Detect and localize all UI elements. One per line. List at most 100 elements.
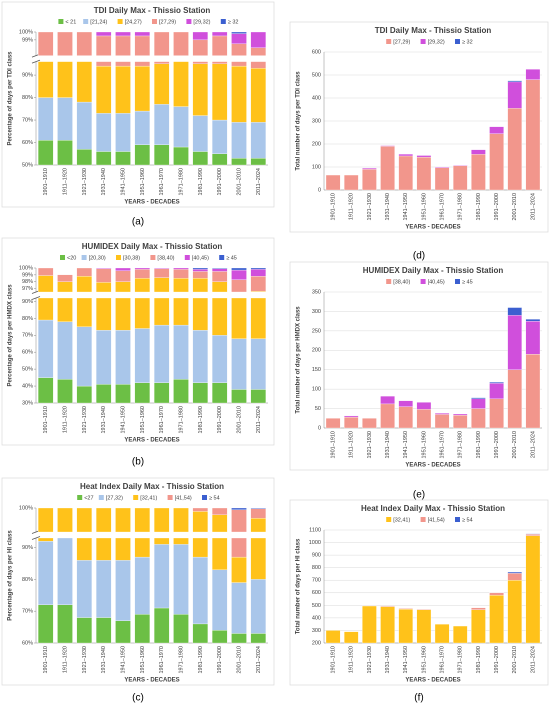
bar-segment: [250, 579, 267, 634]
bar-segment: [95, 31, 112, 37]
bar-segment: [95, 560, 112, 618]
x-tick-label: 1981–1990: [476, 193, 482, 221]
legend-label: [32,41): [393, 517, 410, 523]
bar-segment: [192, 511, 209, 533]
bar-segment: [211, 382, 228, 404]
bar-segment: [398, 406, 413, 429]
bar-segment: [507, 573, 522, 581]
bar-segment: [250, 389, 267, 404]
legend-label: ≥ 45: [226, 255, 237, 261]
bar-segment: [231, 537, 247, 558]
bar-segment: [471, 154, 486, 191]
bar-segment: [507, 580, 522, 644]
bar-segment: [434, 413, 450, 415]
x-tick-label: 1931–1940: [385, 193, 391, 221]
bar-segment: [95, 65, 112, 114]
legend-swatch: [455, 39, 460, 44]
y-tick-label: 1000: [309, 540, 321, 546]
legend-swatch: [133, 495, 139, 500]
x-tick-label: 1951–1960: [421, 646, 427, 674]
bar-segment: [76, 61, 93, 103]
bar-segment: [153, 382, 170, 404]
bar-segment: [380, 605, 395, 607]
bar-segment: [192, 39, 209, 56]
bar-segment: [453, 625, 468, 644]
bar-segment: [76, 326, 93, 387]
bar-segment: [362, 167, 377, 170]
y-tick-label: 350: [312, 289, 321, 295]
bar-segment: [416, 155, 432, 158]
y-tick-label: 200: [312, 348, 321, 354]
x-tick-label: 1941–1950: [403, 193, 409, 221]
bar-segment: [37, 319, 54, 378]
bar-segment: [192, 269, 209, 272]
panel-label: (a): [132, 217, 144, 228]
bar-segment: [57, 537, 73, 605]
bar-segment: [525, 354, 541, 429]
x-tick-label: 2001–2010: [512, 193, 518, 221]
bar-segment: [57, 140, 73, 166]
bar-segment: [250, 276, 267, 292]
panel-label: (d): [413, 251, 425, 262]
legend-label: ≥ 32: [228, 19, 239, 25]
x-tick-label: 1911–1920: [349, 431, 355, 458]
legend-swatch: [455, 517, 460, 522]
bar-segment: [211, 271, 228, 282]
legend-label: [32,41): [140, 495, 157, 501]
x-tick-label: 1931–1940: [101, 646, 107, 674]
bar-segment: [471, 607, 486, 610]
y-tick-label: 150: [312, 367, 321, 373]
y-tick-label: 60%: [22, 640, 33, 646]
x-tick-label: 1961–1970: [159, 168, 165, 196]
x-tick-label: 2001–2010: [236, 406, 242, 434]
bar-segment: [192, 382, 209, 404]
legend-swatch: [219, 255, 225, 260]
legend-swatch: [186, 19, 192, 24]
bar-segment: [231, 267, 247, 271]
legend-label: [38,40): [393, 279, 410, 285]
bar-segment: [115, 297, 131, 331]
bar-segment: [231, 507, 247, 510]
bar-segment: [192, 556, 209, 625]
bar-segment: [362, 169, 377, 191]
x-tick-label: 2011–2024: [530, 646, 536, 673]
bar-segment: [95, 617, 112, 644]
x-tick-label: 1911–1920: [349, 646, 355, 673]
bar-segment: [192, 297, 209, 331]
x-tick-label: 1901–1910: [331, 646, 337, 674]
bar-segment: [134, 65, 151, 112]
bar-segment: [192, 267, 209, 270]
bar-segment: [250, 269, 267, 277]
bar-segment: [134, 110, 151, 145]
bar-segment: [416, 402, 432, 410]
bar-segment: [37, 541, 54, 605]
bar-segment: [76, 149, 93, 166]
bar-segment: [153, 607, 170, 644]
bar-segment: [231, 556, 247, 583]
bar-segment: [173, 278, 189, 293]
bar-segment: [57, 97, 73, 141]
bar-segment: [525, 320, 541, 355]
bar-segment: [134, 144, 151, 166]
bar-segment: [416, 609, 432, 644]
y-tick-label: 98%: [22, 279, 33, 285]
bar-segment: [134, 61, 151, 67]
legend-swatch: [220, 19, 226, 24]
bar-segment: [434, 624, 450, 644]
y-tick-label: 70%: [22, 117, 33, 123]
legend-label: <20: [67, 255, 76, 261]
bar-segment: [115, 270, 131, 282]
legend-swatch: [386, 39, 392, 44]
y-axis-title: Total number of days per HI class: [296, 538, 302, 634]
bar-segment: [153, 31, 170, 56]
x-tick-label: 1931–1940: [101, 406, 107, 434]
bar-segment: [507, 81, 522, 109]
bar-segment: [57, 604, 73, 644]
x-tick-label: 1971–1980: [458, 193, 464, 221]
y-tick-label: 500: [312, 603, 321, 609]
chart-frame: [289, 21, 549, 233]
bar-segment: [250, 68, 267, 123]
x-tick-label: 1961–1970: [159, 646, 165, 674]
y-tick-label: 80%: [22, 577, 33, 583]
